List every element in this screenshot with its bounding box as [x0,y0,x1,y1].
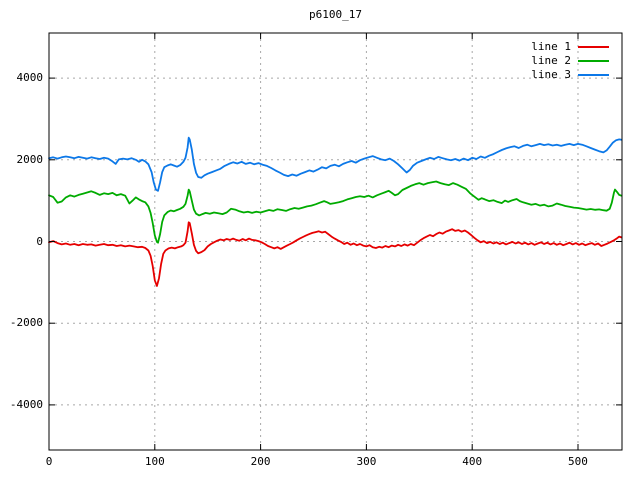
x-tick-label-400: 400 [462,455,483,468]
x-tick-label-200: 200 [250,455,271,468]
legend-swatch-line-1 [578,46,609,48]
x-tick-label-0: 0 [45,455,53,468]
y-tick-label-4000: 4000 [16,71,44,85]
legend-label-line-2: line 2 [531,54,571,67]
x-tick-label-100: 100 [144,455,165,468]
x-tick-label-300: 300 [356,455,377,468]
series-line-2 [48,180,623,244]
series-line-1 [48,221,623,287]
legend-swatch-line-3 [578,74,609,76]
y-tick-label--2000: -2000 [9,316,43,330]
x-tick-label-500: 500 [568,455,588,468]
legend-label-line-3: line 3 [531,68,571,81]
legend-label-line-1: line 1 [531,40,571,53]
y-tick-label-0: 0 [36,234,43,248]
y-tick-label--4000: -4000 [9,397,43,411]
chart-title: p6100_17 [309,8,362,21]
y-tick-label-2000: 2000 [16,152,44,166]
legend-swatch-line-2 [578,60,609,62]
series-line-3 [48,136,623,192]
